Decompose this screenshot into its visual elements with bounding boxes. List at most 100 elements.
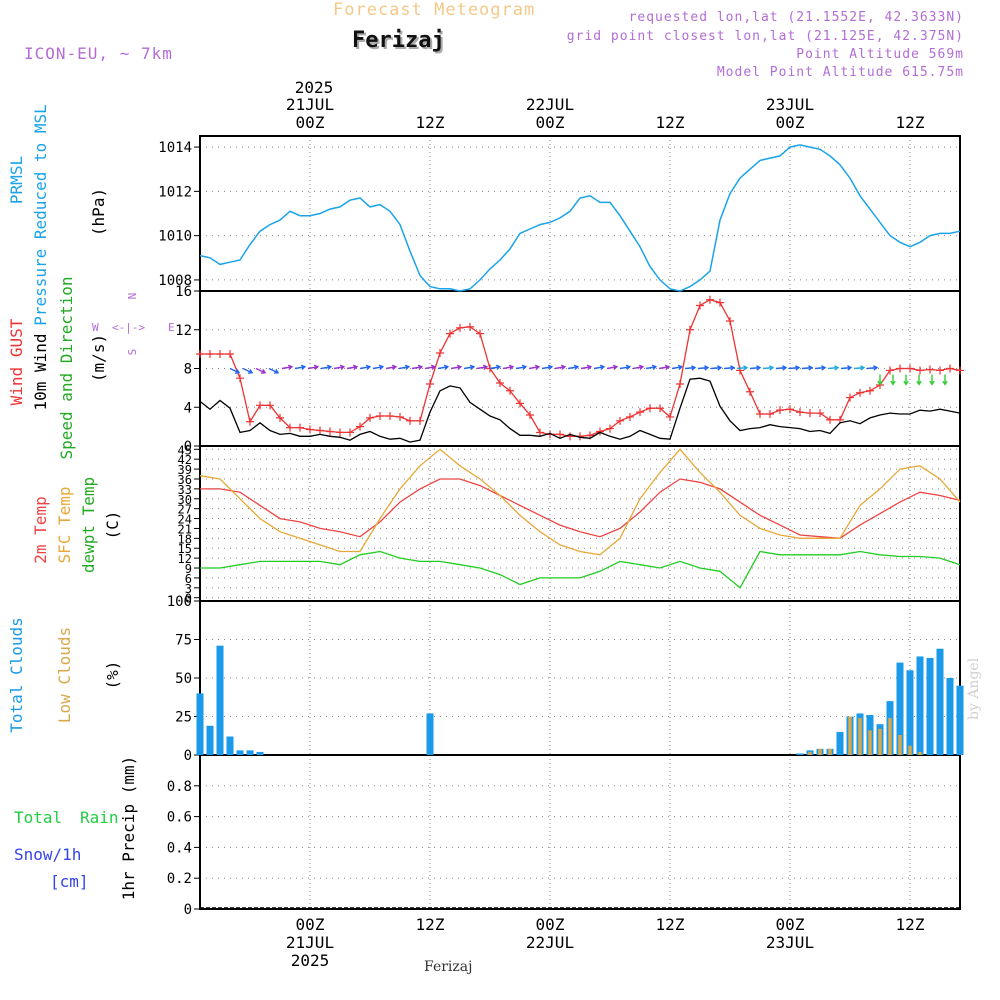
label-precip-unit: 1hr Precip (mm) <box>119 756 138 901</box>
wind-direction-arrow <box>528 366 539 370</box>
dewpt-series-line <box>200 550 961 589</box>
y-tick-label: 0.4 <box>167 840 192 856</box>
gust-point <box>386 411 394 420</box>
total-clouds-bar <box>956 685 964 755</box>
gust-point <box>826 415 834 424</box>
wind-direction-arrowhead <box>821 365 827 371</box>
gust-point <box>416 416 424 425</box>
wind-direction-arrow <box>372 366 383 370</box>
wind-direction-arrowhead <box>877 380 883 386</box>
gust-point <box>296 423 304 432</box>
gust-point <box>566 432 574 441</box>
y-tick-label: 12 <box>178 552 192 566</box>
wind-direction-arrowhead <box>287 364 294 370</box>
y-tick-label: 21 <box>178 522 192 536</box>
compass-arrows: <-|-> <box>112 321 145 334</box>
panel-frame-precipitation <box>199 754 961 910</box>
bottom-axis-label: 00Z <box>776 915 805 934</box>
total-clouds-bar <box>246 750 254 755</box>
top-axis-label: 12Z <box>416 113 445 132</box>
wind-direction-arrowhead <box>378 364 385 370</box>
point-altitude: Point Altitude 569m <box>796 47 964 62</box>
y-tick-label: 9 <box>185 562 192 576</box>
label-wind-gust: Wind GUST <box>7 318 26 405</box>
low-clouds-bar <box>808 751 812 755</box>
gust-point <box>206 349 214 358</box>
wind-direction-arrowhead <box>274 368 280 374</box>
gust-point <box>926 365 934 374</box>
label-sfc-temp: SFC Temp <box>55 486 74 563</box>
gust-point <box>906 364 914 373</box>
low-clouds-bar <box>908 745 912 755</box>
top-axis-year: 2025 <box>295 78 334 97</box>
wind-direction-arrow <box>697 366 709 370</box>
bottom-axis-year: 2025 <box>291 951 330 970</box>
wind-direction-arrowhead <box>890 380 896 386</box>
y-tick-label: 0.6 <box>167 810 192 826</box>
total-clouds-bar <box>196 693 204 755</box>
panel-frame-pressure <box>199 135 961 292</box>
total-clouds-bar <box>896 662 904 755</box>
label-prmsl: PRMSL <box>7 156 26 204</box>
wind-direction-arrowhead <box>482 364 489 370</box>
wind-direction-arrow <box>736 366 748 370</box>
footer-location: Ferizaj <box>424 959 473 975</box>
top-axis-date: 22JUL <box>526 95 574 114</box>
gust-point <box>556 430 564 439</box>
wind-direction-arrowhead <box>625 364 632 370</box>
gust-point <box>686 325 694 334</box>
bottom-axis-date: 23JUL <box>766 933 814 952</box>
gust-point <box>766 410 774 419</box>
gust-point <box>506 386 514 395</box>
gust-point <box>756 410 764 419</box>
wind-direction-arrowhead <box>769 365 775 371</box>
label-low-clouds: Low Clouds <box>55 627 74 723</box>
total-clouds-bar <box>256 751 264 755</box>
wind-direction-arrowhead <box>929 380 935 386</box>
wind-direction-arrowhead <box>326 364 333 370</box>
wind-direction-arrowhead <box>261 368 267 374</box>
wind-direction-arrowhead <box>664 364 671 370</box>
wind-direction-arrow <box>762 366 774 370</box>
wind-direction-arrowhead <box>808 365 814 371</box>
bottom-axis-label: 00Z <box>536 915 565 934</box>
y-tick-label: 100 <box>167 594 192 610</box>
gust-point <box>606 424 614 433</box>
gust-point <box>286 423 294 432</box>
total-clouds-bar <box>206 725 214 755</box>
total-clouds-bar <box>236 750 244 755</box>
wind-direction-arrowhead <box>717 365 723 371</box>
gust-point <box>706 295 714 304</box>
wind-direction-arrowhead <box>404 364 411 370</box>
wind-direction-arrowhead <box>339 364 346 370</box>
wind-direction-arrowhead <box>795 365 801 371</box>
gust-point <box>516 399 524 408</box>
wind-direction-arrow <box>801 366 813 370</box>
wind-direction-arrowhead <box>586 364 593 370</box>
y-tick-label: 4 <box>184 400 192 416</box>
gust-point <box>596 427 604 436</box>
gust-point <box>896 364 904 373</box>
compass-e: E <box>168 321 175 334</box>
wind-direction-arrow <box>580 366 591 370</box>
gust-point <box>316 426 324 435</box>
y-tick-label: 39 <box>178 463 192 477</box>
wind-direction-arrow <box>320 366 331 370</box>
wind-direction-arrow <box>294 366 305 370</box>
gust-point <box>496 379 504 388</box>
gust-point <box>426 380 434 388</box>
gust-point <box>886 366 894 375</box>
wind-direction-arrowhead <box>443 364 450 370</box>
wind-direction-arrowhead <box>547 364 554 370</box>
wind-direction-arrowhead <box>743 365 749 371</box>
gust-point <box>446 329 454 338</box>
wind-direction-arrow <box>307 366 318 370</box>
gust-point <box>716 298 724 307</box>
gust-point <box>256 401 264 410</box>
total-clouds-bar <box>936 648 944 755</box>
label-pressure-unit: (hPa) <box>89 188 108 236</box>
low-clouds-bar <box>818 748 822 755</box>
wind-direction-arrow <box>593 366 604 370</box>
gust-point <box>356 422 364 431</box>
pressure-series-line <box>199 144 961 292</box>
